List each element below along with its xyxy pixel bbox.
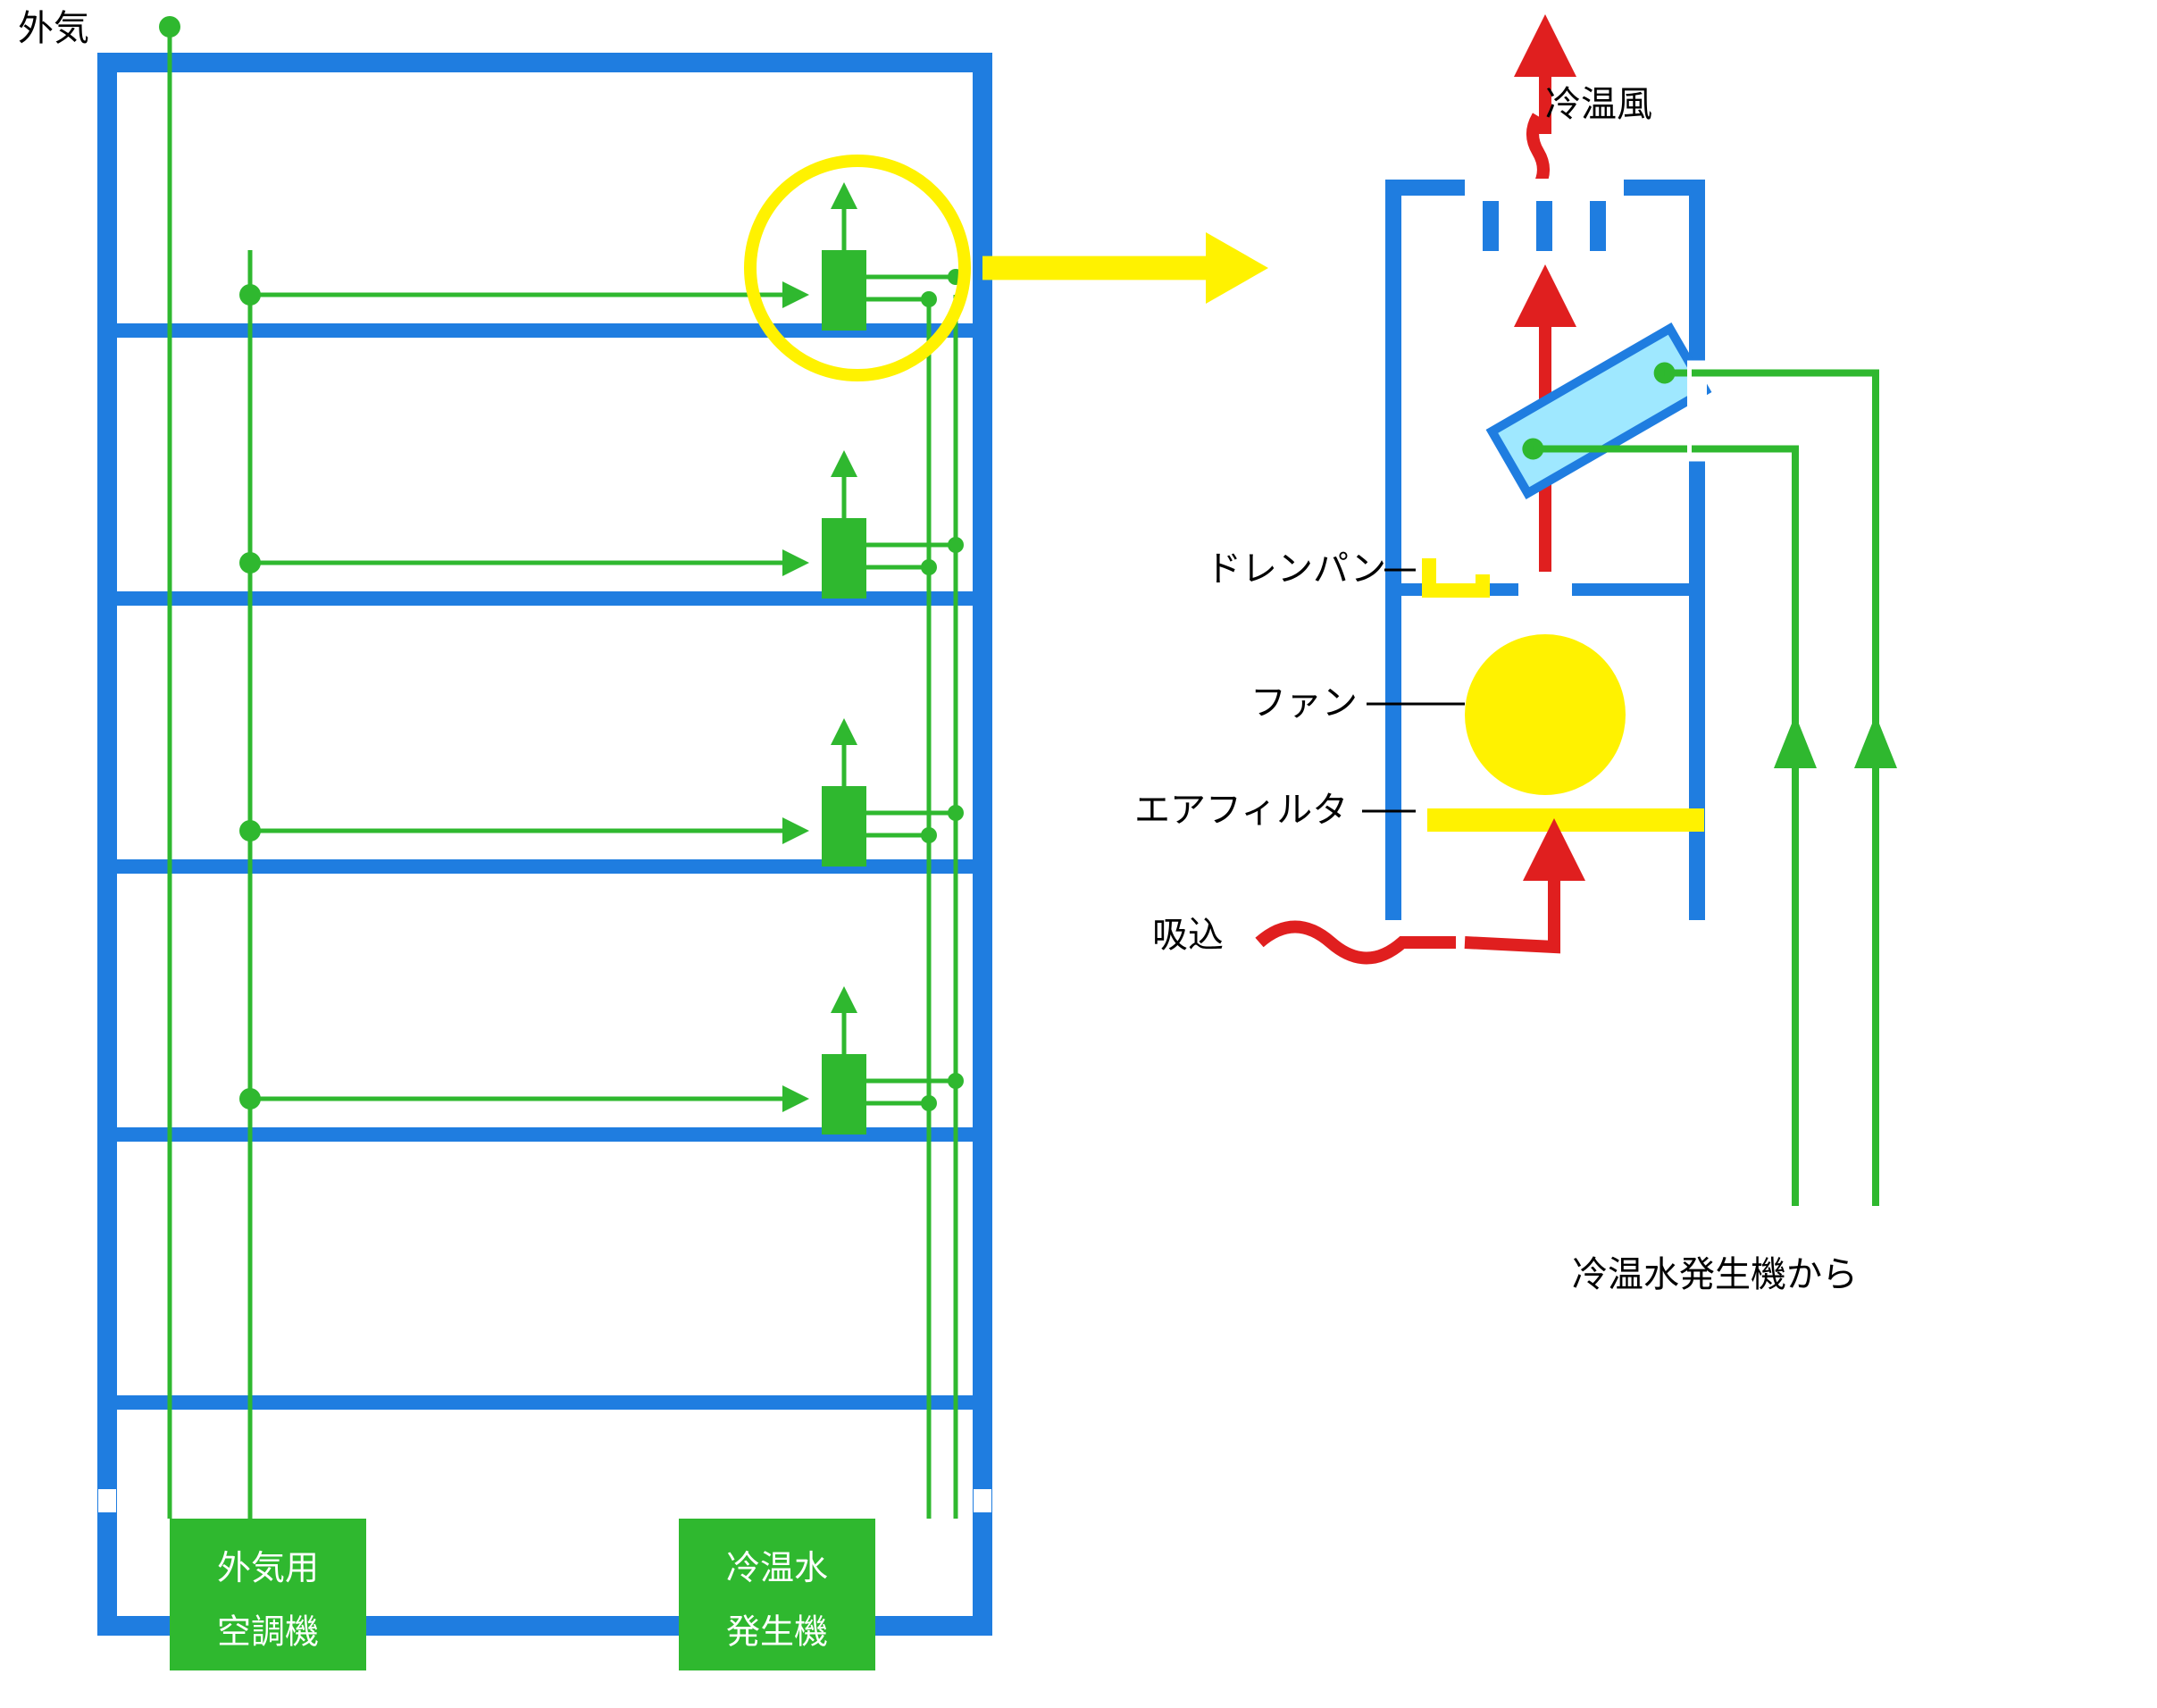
fcu-4 (822, 1054, 866, 1134)
chiller-box-label-1: 冷温水 (726, 1550, 828, 1587)
cooling-coil (1492, 329, 1705, 493)
suction-flow (1259, 927, 1456, 959)
air-filter (1427, 808, 1704, 832)
drain-pan-label: ドレンパン (1206, 549, 1386, 589)
drain-pan (1429, 558, 1483, 590)
fcu-detail (1259, 27, 1897, 1206)
outdoor-ahu-box-label-2: 空調機 (217, 1613, 319, 1651)
cw-return-direction-icon (1854, 715, 1897, 768)
air-filter-label: エアフィルタ (1134, 791, 1348, 830)
cw-supply-direction-icon (1774, 715, 1817, 768)
fcu-1 (822, 250, 866, 331)
magnify-arrow (982, 232, 1268, 304)
cool-warm-air-label: 冷温風 (1545, 85, 1652, 124)
building-diagram: 外気用空調機 冷温水発生機 (98, 16, 991, 1670)
outside-air-label: 外気 (18, 9, 89, 48)
oa-intake-dot (159, 16, 180, 38)
outdoor-ahu-box-label-1: 外気用 (217, 1550, 319, 1587)
suction-up-arrow (1465, 831, 1554, 947)
fan-label: ファン (1250, 683, 1358, 723)
suction-label: 吸込 (1152, 916, 1224, 955)
detail-cw-piping (1533, 373, 1897, 1207)
chiller-box-label-2: 発生機 (726, 1613, 828, 1651)
from-chiller-label: 冷温水発生機から (1572, 1255, 1858, 1294)
fcu-3 (822, 786, 866, 867)
fan (1465, 634, 1626, 795)
fcu-2 (822, 518, 866, 599)
